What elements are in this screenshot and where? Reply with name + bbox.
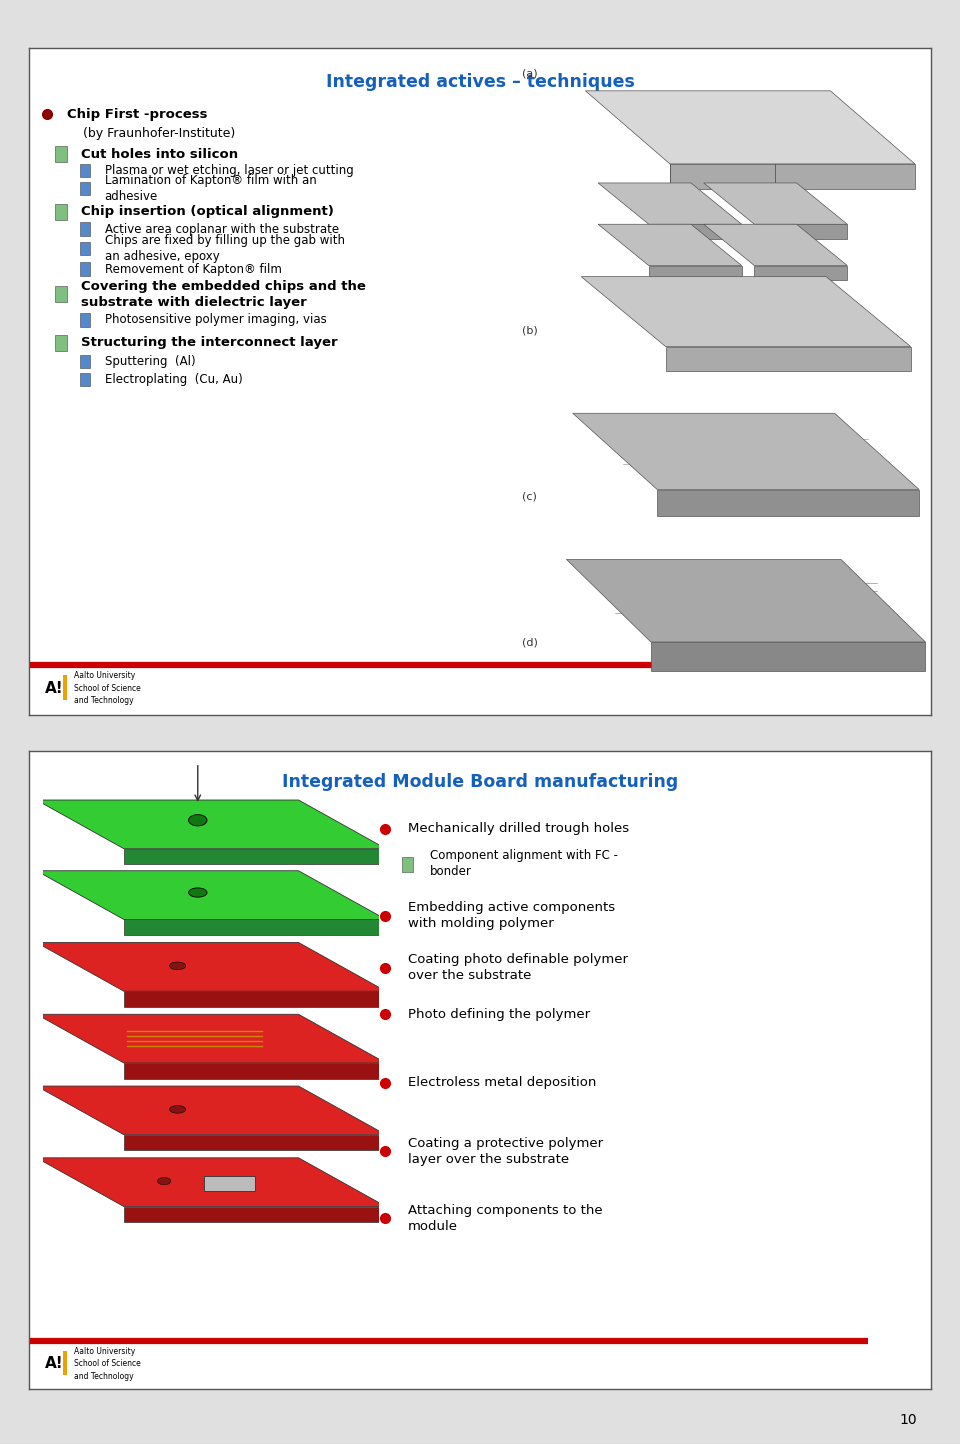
Text: (c): (c) (522, 491, 537, 501)
Ellipse shape (170, 962, 185, 970)
Text: (b): (b) (522, 326, 538, 336)
Polygon shape (124, 849, 386, 865)
Polygon shape (124, 991, 386, 1006)
Text: Chips are fixed by filling up the gab with
an adhesive, epoxy: Chips are fixed by filling up the gab wi… (105, 234, 345, 263)
Text: Attaching components to the
module: Attaching components to the module (408, 1204, 603, 1233)
Polygon shape (670, 165, 915, 189)
Text: Embedding active components
with molding polymer: Embedding active components with molding… (408, 901, 615, 930)
Text: Covering the embedded chips and the
substrate with dielectric layer: Covering the embedded chips and the subs… (82, 280, 366, 309)
Text: Chip insertion (optical alignment): Chip insertion (optical alignment) (82, 205, 334, 218)
Polygon shape (704, 183, 848, 224)
Polygon shape (651, 643, 925, 671)
Text: Photo defining the polymer: Photo defining the polymer (408, 1008, 590, 1021)
Polygon shape (649, 224, 742, 238)
Ellipse shape (157, 1177, 171, 1184)
FancyBboxPatch shape (56, 146, 67, 162)
Polygon shape (36, 1086, 386, 1135)
FancyBboxPatch shape (80, 182, 89, 195)
Polygon shape (665, 347, 911, 371)
FancyBboxPatch shape (56, 286, 67, 302)
Polygon shape (124, 1135, 386, 1151)
FancyBboxPatch shape (80, 163, 89, 178)
Polygon shape (573, 413, 919, 490)
Text: Sputtering  (Al): Sputtering (Al) (105, 355, 195, 368)
Text: Structuring the interconnect layer: Structuring the interconnect layer (82, 336, 338, 349)
FancyBboxPatch shape (80, 241, 89, 256)
Polygon shape (598, 224, 742, 266)
Text: Active area coplanar with the substrate: Active area coplanar with the substrate (105, 222, 339, 235)
Text: Aalto University
School of Science
and Technology: Aalto University School of Science and T… (74, 1347, 141, 1380)
Polygon shape (36, 871, 386, 920)
Polygon shape (586, 91, 915, 165)
FancyBboxPatch shape (80, 313, 89, 326)
Text: Coating photo definable polymer
over the substrate: Coating photo definable polymer over the… (408, 953, 628, 982)
FancyBboxPatch shape (63, 674, 66, 700)
Text: (d): (d) (522, 637, 538, 647)
Text: Electroplating  (Cu, Au): Electroplating (Cu, Au) (105, 373, 242, 386)
FancyBboxPatch shape (204, 1175, 255, 1191)
Text: Lamination of Kapton® film with an
adhesive: Lamination of Kapton® film with an adhes… (105, 175, 317, 202)
Polygon shape (566, 559, 925, 643)
Polygon shape (658, 490, 919, 516)
Polygon shape (124, 920, 386, 936)
FancyBboxPatch shape (80, 373, 89, 386)
Text: Cut holes into silicon: Cut holes into silicon (82, 147, 238, 160)
Text: Removement of Kapton® film: Removement of Kapton® film (105, 263, 281, 276)
FancyBboxPatch shape (80, 355, 89, 368)
Text: Electroless metal deposition: Electroless metal deposition (408, 1076, 596, 1089)
Text: Plasma or wet etching, laser or jet cutting: Plasma or wet etching, laser or jet cutt… (105, 165, 353, 178)
Text: Chip First -process: Chip First -process (66, 108, 207, 121)
FancyBboxPatch shape (56, 335, 67, 351)
Text: Mechanically drilled trough holes: Mechanically drilled trough holes (408, 822, 629, 835)
Text: (by Fraunhofer-Institute): (by Fraunhofer-Institute) (83, 127, 235, 140)
Polygon shape (124, 1207, 386, 1222)
Ellipse shape (188, 814, 207, 826)
Text: A!: A! (45, 1356, 63, 1372)
Text: Photosensitive polymer imaging, vias: Photosensitive polymer imaging, vias (105, 313, 326, 326)
Polygon shape (755, 224, 848, 238)
Text: Component alignment with FC -
bonder: Component alignment with FC - bonder (430, 849, 618, 878)
Polygon shape (598, 183, 742, 224)
Polygon shape (36, 800, 386, 849)
Text: Coating a protective polymer
layer over the substrate: Coating a protective polymer layer over … (408, 1136, 603, 1165)
Text: Integrated Module Board manufacturing: Integrated Module Board manufacturing (282, 773, 678, 791)
FancyBboxPatch shape (63, 1350, 66, 1375)
Ellipse shape (170, 1106, 185, 1113)
FancyBboxPatch shape (80, 222, 89, 235)
Text: (a): (a) (522, 68, 538, 78)
Ellipse shape (188, 888, 207, 897)
Polygon shape (755, 266, 848, 280)
Text: A!: A! (45, 680, 63, 696)
Text: Integrated actives – techniques: Integrated actives – techniques (325, 74, 635, 91)
Polygon shape (124, 1063, 386, 1079)
Polygon shape (36, 1014, 386, 1063)
Polygon shape (704, 224, 848, 266)
FancyBboxPatch shape (402, 856, 413, 872)
Polygon shape (581, 277, 911, 347)
Text: Aalto University
School of Science
and Technology: Aalto University School of Science and T… (74, 671, 141, 705)
Polygon shape (649, 266, 742, 280)
FancyBboxPatch shape (80, 263, 89, 276)
FancyBboxPatch shape (56, 204, 67, 219)
Polygon shape (36, 943, 386, 991)
Text: 10: 10 (900, 1412, 917, 1427)
Polygon shape (36, 1158, 386, 1207)
